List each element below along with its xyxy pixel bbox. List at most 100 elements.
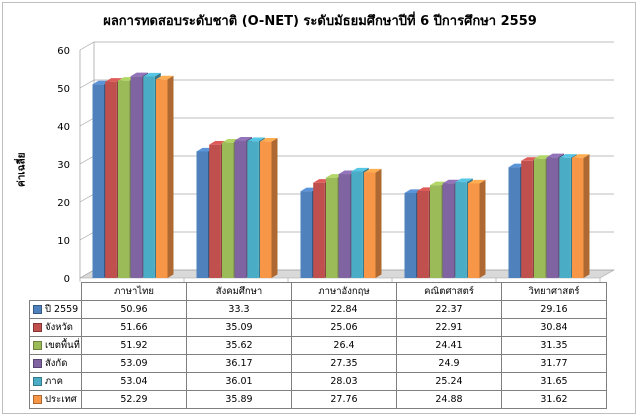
bar-top: [260, 138, 278, 142]
bar: [313, 182, 325, 278]
series-name: ปี 2559: [45, 304, 79, 315]
data-value: 26.4: [291, 336, 397, 355]
data-value: 35.62: [186, 336, 292, 355]
bar-top: [546, 153, 565, 158]
bar: [559, 157, 571, 278]
bar-top: [521, 157, 539, 161]
bar: [209, 144, 221, 278]
data-value: 36.01: [186, 372, 292, 391]
bar: [351, 171, 363, 278]
bar: [338, 174, 351, 278]
bar-top: [209, 141, 227, 145]
data-value: 35.09: [186, 318, 292, 337]
data-value: 22.84: [291, 300, 397, 319]
bar: [417, 190, 429, 278]
bar-side: [583, 154, 590, 278]
category-label: ภาษาอังกฤษ: [291, 282, 397, 301]
bar-top: [130, 72, 149, 77]
data-value: 24.88: [396, 390, 502, 409]
data-value: 31.65: [501, 372, 607, 391]
bar: [260, 141, 272, 278]
data-value: 53.04: [81, 372, 187, 391]
bar-top: [105, 78, 123, 82]
bar: [325, 177, 338, 278]
table-row: ปี 2559 50.96 33.3 22.84 22.37 29.16: [29, 300, 607, 319]
table-row: สังกัด 53.09 36.17 27.35 24.9 31.77: [29, 354, 607, 373]
table-header-row: ภาษาไทย สังคมศึกษา ภาษาอังกฤษ คณิตศาสตร์ วิท…: [29, 282, 607, 301]
y-tick-label: 30: [57, 160, 70, 171]
y-tick-label: 40: [57, 122, 70, 133]
series-label: สังกัด: [29, 354, 82, 373]
category-label: สังคมศึกษา: [186, 282, 292, 301]
data-value: 50.96: [81, 300, 187, 319]
bar: [572, 157, 584, 278]
data-value: 29.16: [501, 300, 607, 319]
bar-side: [375, 168, 382, 278]
data-value: 25.24: [396, 372, 502, 391]
bar-side: [271, 138, 278, 278]
bar: [117, 80, 130, 278]
series-label: ปี 2559: [29, 300, 82, 319]
bar: [533, 158, 546, 278]
bar-top: [455, 178, 473, 183]
data-value: 27.35: [291, 354, 397, 373]
table-row: ประเทศ 52.29 35.89 27.76 24.88 31.62: [29, 390, 607, 409]
data-value: 27.76: [291, 390, 397, 409]
series-name: ภาค: [45, 376, 63, 387]
data-value: 24.41: [396, 336, 502, 355]
bar: [143, 76, 155, 278]
series-label: ภาค: [29, 372, 82, 391]
bar-top: [247, 137, 265, 142]
bar: [234, 140, 247, 278]
bar: [546, 157, 559, 278]
bar-top: [234, 136, 253, 141]
bar-top: [143, 72, 161, 77]
table-row: จังหวัด 51.66 35.09 25.06 22.91 30.84: [29, 318, 607, 337]
data-value: 35.89: [186, 390, 292, 409]
bar-top: [156, 75, 174, 80]
bar: [455, 182, 467, 278]
data-value: 51.92: [81, 336, 187, 355]
category-label: วิทยาศาสตร์: [501, 282, 607, 301]
data-value: 33.3: [186, 300, 292, 319]
chart-title: ผลการทดสอบระดับชาติ (O-NET) ระดับมัธยมศึ…: [103, 14, 537, 29]
gridline: [79, 79, 614, 89]
data-value: 52.29: [81, 390, 187, 409]
bar-side: [167, 75, 174, 278]
bar: [468, 183, 480, 278]
bar: [442, 183, 455, 278]
bar: [404, 192, 416, 278]
bar: [221, 142, 234, 278]
bar-top: [572, 154, 590, 158]
bar-top: [533, 155, 552, 159]
bar-top: [404, 189, 422, 193]
y-tick-label: 20: [57, 198, 70, 209]
legend-key: [33, 341, 42, 350]
bar: [429, 185, 442, 278]
series-label: ประเทศ: [29, 390, 82, 409]
legend-key: [33, 323, 42, 332]
data-value: 36.17: [186, 354, 292, 373]
bar: [300, 191, 312, 278]
series-name: ประเทศ: [45, 394, 77, 405]
y-tick-label: 50: [57, 84, 70, 95]
data-value: 25.06: [291, 318, 397, 337]
legend-key: [33, 395, 42, 404]
bar-top: [468, 179, 486, 184]
bar: [508, 167, 520, 278]
bar: [105, 81, 117, 278]
bar-top: [351, 167, 369, 172]
series-label: เขตพื้นที่: [29, 336, 82, 355]
legend-key: [33, 377, 42, 386]
data-value: 51.66: [81, 318, 187, 337]
bar: [196, 151, 208, 278]
table-row: เขตพื้นที่ 51.92 35.62 26.4 24.41 31.35: [29, 336, 607, 355]
bar-top: [364, 168, 382, 173]
series-name: จังหวัด: [45, 322, 73, 333]
bar-top: [559, 154, 577, 158]
gridline: [79, 41, 614, 51]
data-value: 31.35: [501, 336, 607, 355]
data-value: 53.09: [81, 354, 187, 373]
bar: [156, 79, 168, 278]
